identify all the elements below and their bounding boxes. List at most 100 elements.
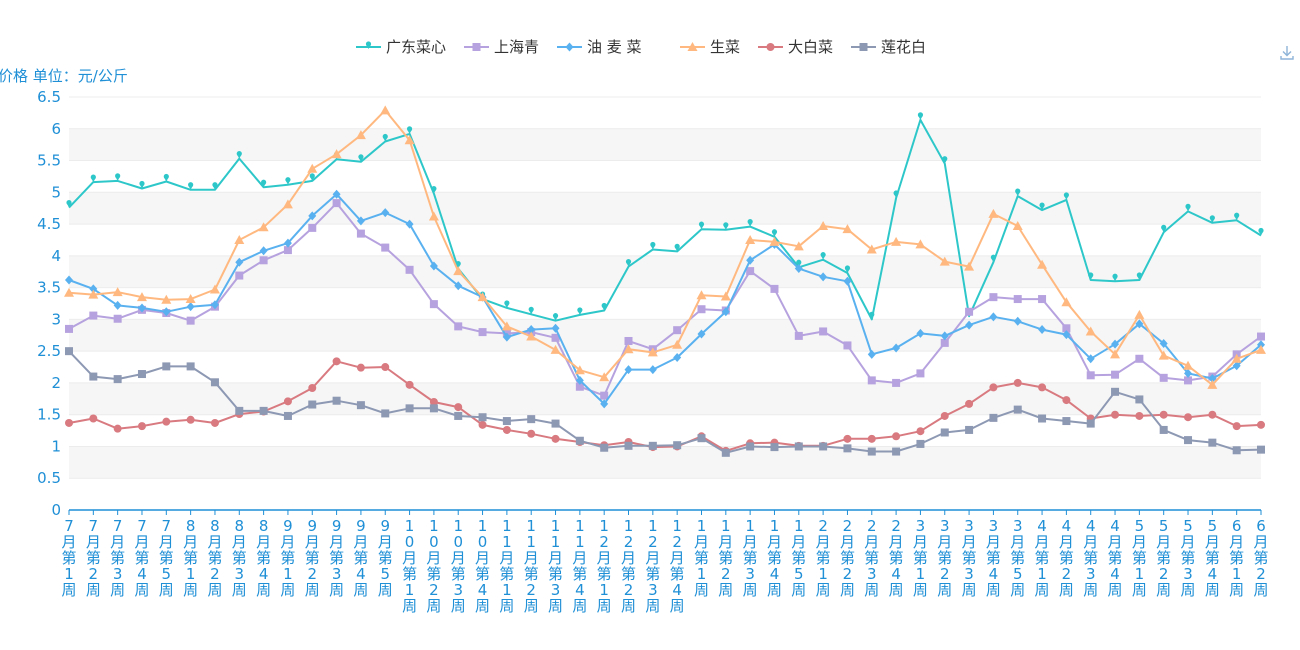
data-point[interactable] [674, 243, 680, 252]
data-point[interactable] [697, 305, 706, 314]
data-point[interactable] [940, 338, 949, 347]
series-line[interactable] [68, 109, 1262, 386]
data-point[interactable] [770, 443, 779, 452]
data-point[interactable] [747, 219, 753, 227]
data-point[interactable] [89, 311, 98, 320]
data-point[interactable] [843, 434, 852, 443]
data-point[interactable] [647, 347, 658, 357]
data-point[interactable] [1257, 420, 1265, 429]
data-point[interactable] [964, 261, 975, 271]
data-point[interactable] [1061, 297, 1072, 307]
data-point[interactable] [866, 244, 877, 254]
data-point[interactable] [892, 378, 901, 387]
data-point[interactable] [1159, 425, 1168, 434]
data-point[interactable] [381, 363, 390, 372]
data-point[interactable] [235, 406, 244, 415]
data-point[interactable] [1135, 319, 1144, 329]
data-point[interactable] [258, 222, 269, 232]
data-point[interactable] [137, 370, 146, 379]
data-point[interactable] [332, 199, 341, 208]
data-point[interactable] [965, 307, 974, 316]
data-point[interactable] [161, 294, 172, 304]
data-point[interactable] [1062, 396, 1071, 405]
data-point[interactable] [721, 448, 730, 457]
data-point[interactable] [939, 256, 950, 266]
data-point[interactable] [1111, 387, 1120, 396]
data-point[interactable] [112, 287, 123, 297]
data-point[interactable] [965, 399, 974, 408]
data-point[interactable] [1038, 383, 1047, 392]
data-point[interactable] [843, 444, 852, 453]
data-point[interactable] [162, 307, 171, 317]
data-point[interactable] [1256, 344, 1266, 354]
data-point[interactable] [575, 436, 584, 445]
data-point[interactable] [1111, 370, 1120, 379]
legend[interactable]: 广东菜心 上海青 油 麦 菜 生菜 大白菜 莲花白 [356, 38, 926, 56]
data-point[interactable] [235, 271, 244, 280]
data-point[interactable] [819, 272, 828, 282]
data-point[interactable] [1013, 405, 1022, 414]
data-point[interactable] [478, 420, 487, 429]
data-point[interactable] [771, 229, 778, 237]
data-point[interactable] [381, 208, 390, 218]
data-point[interactable] [358, 154, 364, 162]
data-point[interactable] [990, 254, 997, 263]
data-point[interactable] [365, 41, 372, 49]
data-point[interactable] [309, 173, 315, 181]
data-point[interactable] [1013, 316, 1022, 326]
data-point[interactable] [113, 300, 122, 310]
data-point[interactable] [527, 415, 536, 424]
data-point[interactable] [698, 221, 705, 230]
data-point[interactable] [697, 329, 706, 339]
data-point[interactable] [356, 363, 365, 372]
data-point[interactable] [429, 261, 438, 271]
data-point[interactable] [565, 42, 574, 52]
data-point[interactable] [65, 324, 73, 333]
data-point[interactable] [819, 327, 828, 336]
data-point[interactable] [1257, 332, 1265, 341]
data-point[interactable] [916, 369, 925, 378]
data-point[interactable] [283, 411, 292, 420]
data-point[interactable] [209, 284, 220, 294]
data-point[interactable] [478, 413, 487, 422]
data-point[interactable] [648, 365, 657, 375]
data-point[interactable] [746, 255, 755, 265]
data-point[interactable] [723, 222, 729, 230]
data-point[interactable] [794, 331, 803, 340]
data-point[interactable] [235, 257, 244, 267]
data-point[interactable] [429, 300, 438, 309]
data-point[interactable] [842, 224, 853, 234]
data-point[interactable] [283, 246, 292, 255]
data-point[interactable] [283, 238, 292, 248]
data-point[interactable] [599, 372, 610, 382]
data-point[interactable] [381, 409, 390, 418]
data-point[interactable] [1038, 414, 1047, 423]
legend-item[interactable]: 莲花白 [851, 38, 926, 56]
data-point[interactable] [697, 434, 706, 443]
data-point[interactable] [844, 265, 851, 274]
data-point[interactable] [186, 362, 195, 371]
data-point[interactable] [893, 190, 899, 199]
data-point[interactable] [89, 372, 98, 381]
data-point[interactable] [356, 401, 365, 410]
data-point[interactable] [720, 291, 731, 301]
data-point[interactable] [381, 243, 390, 252]
data-point[interactable] [818, 220, 829, 230]
data-point[interactable] [770, 284, 779, 293]
data-point[interactable] [332, 396, 341, 405]
data-point[interactable] [867, 434, 876, 443]
data-point[interactable] [454, 411, 463, 420]
data-point[interactable] [843, 276, 852, 286]
data-point[interactable] [940, 331, 949, 341]
data-point[interactable] [1039, 202, 1045, 211]
data-point[interactable] [65, 418, 73, 427]
data-point[interactable] [1184, 436, 1193, 445]
data-point[interactable] [162, 417, 171, 426]
series-line[interactable] [68, 193, 1262, 405]
data-point[interactable] [624, 441, 633, 450]
data-point[interactable] [989, 383, 998, 392]
data-point[interactable] [965, 425, 974, 434]
data-point[interactable] [1232, 361, 1241, 371]
data-point[interactable] [672, 339, 683, 349]
download-icon[interactable] [1278, 44, 1296, 62]
